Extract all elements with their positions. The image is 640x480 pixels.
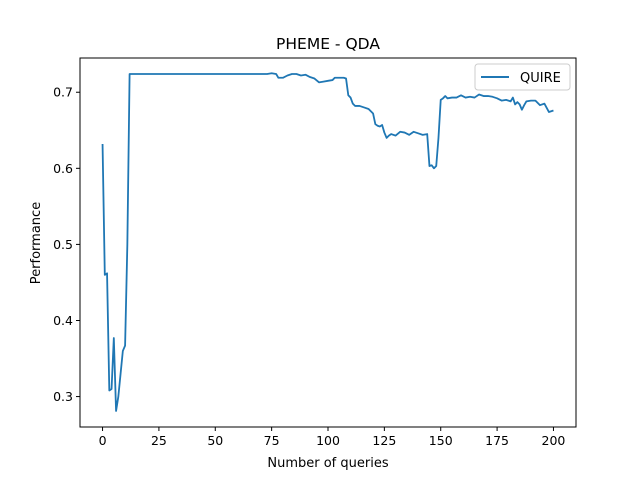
series-line-quire (101, 72, 554, 412)
x-tick-label: 125 (372, 433, 396, 448)
y-axis-ticks: 0.3 0.4 0.5 0.6 0.7 (53, 85, 80, 404)
legend: QUIRE (474, 63, 571, 91)
x-tick-label: 100 (316, 433, 340, 448)
y-tick-label: 0.6 (53, 161, 73, 176)
x-tick-label: 50 (207, 433, 223, 448)
chart-title: PHEME - QDA (276, 35, 380, 53)
x-axis-title: Number of queries (267, 456, 388, 471)
y-tick-label: 0.7 (53, 85, 73, 100)
legend-label-quire: QUIRE (520, 71, 561, 86)
y-axis-title: Performance (29, 202, 44, 284)
x-tick-label: 25 (151, 433, 167, 448)
series-layer (101, 72, 554, 412)
legend-box (474, 63, 571, 91)
x-axis-ticks: 0 25 50 75 100 125 150 175 200 (99, 427, 566, 448)
x-tick-label: 75 (264, 433, 280, 448)
y-tick-label: 0.5 (53, 237, 73, 252)
y-tick-label: 0.3 (53, 389, 73, 404)
y-tick-label: 0.4 (53, 313, 73, 328)
x-tick-label: 175 (485, 433, 509, 448)
x-tick-label: 0 (99, 433, 107, 448)
x-tick-label: 150 (429, 433, 453, 448)
x-tick-label: 200 (542, 433, 566, 448)
